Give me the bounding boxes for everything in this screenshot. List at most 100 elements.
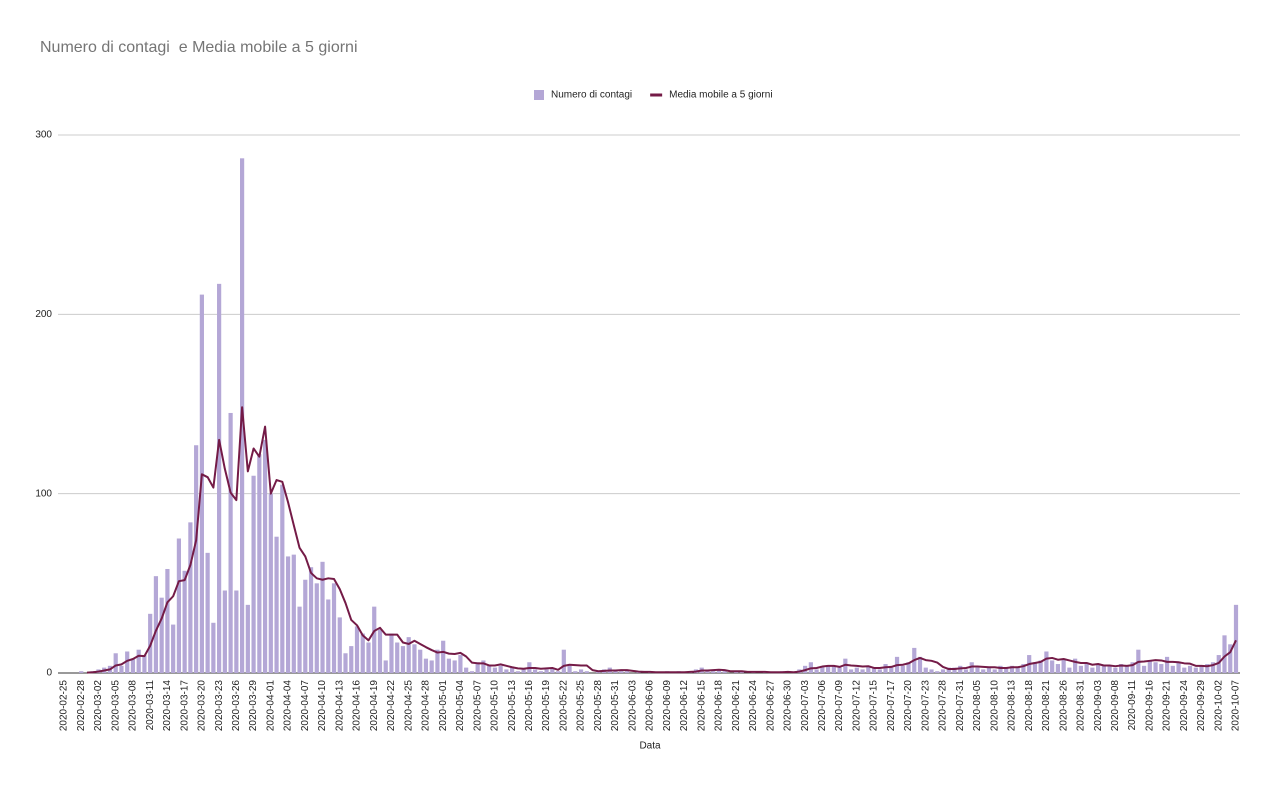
bar	[119, 665, 124, 673]
x-tick-label: 2020-03-02	[93, 680, 104, 732]
bar	[1153, 662, 1158, 673]
bar	[1147, 660, 1152, 673]
x-tick-label: 2020-09-24	[1179, 680, 1190, 732]
x-tick-label: 2020-02-25	[59, 680, 70, 732]
bar	[831, 665, 836, 673]
bar	[1124, 665, 1129, 673]
bar	[481, 660, 486, 673]
bar	[1038, 660, 1043, 673]
bar	[940, 669, 946, 673]
bar	[251, 475, 256, 673]
x-tick-label: 2020-04-25	[403, 680, 414, 732]
bar	[1061, 658, 1066, 673]
bar	[79, 671, 84, 673]
x-tick-label: 2020-05-07	[472, 680, 483, 732]
bar	[1159, 664, 1164, 673]
bar	[492, 667, 497, 673]
bar	[366, 642, 371, 673]
bar	[228, 412, 233, 673]
bar	[992, 669, 997, 673]
bar	[211, 622, 216, 673]
x-tick-label: 2020-05-13	[507, 680, 518, 732]
bar	[946, 667, 951, 673]
bar	[395, 642, 400, 673]
bar	[619, 671, 624, 673]
x-tick-label: 2020-07-06	[817, 680, 828, 732]
bar	[303, 579, 308, 673]
x-tick-label: 2020-05-31	[610, 680, 621, 732]
legend-marker	[534, 90, 544, 100]
x-tick-label: 2020-08-05	[972, 680, 983, 732]
bar	[285, 556, 291, 673]
x-tick-label: 2020-09-08	[1110, 680, 1121, 732]
bar	[573, 671, 578, 673]
bar	[475, 662, 480, 673]
x-tick-label: 2020-10-07	[1231, 680, 1242, 732]
x-tick-label: 2020-08-13	[1007, 680, 1018, 732]
bar	[1090, 667, 1095, 673]
x-tick-label: 2020-03-08	[128, 680, 139, 732]
bar	[326, 599, 331, 673]
bar	[1096, 664, 1101, 673]
bar	[1032, 662, 1038, 673]
bar	[958, 665, 963, 673]
bar	[262, 439, 268, 673]
bar	[337, 617, 342, 673]
bar	[1084, 664, 1089, 673]
bar	[372, 606, 377, 673]
y-tick-label: 0	[46, 668, 52, 679]
bar	[814, 669, 819, 673]
bar	[257, 454, 262, 673]
x-tick-label: 2020-07-15	[869, 680, 880, 732]
bar	[871, 667, 877, 673]
bar	[1222, 635, 1227, 673]
x-tick-label: 2020-03-29	[248, 680, 259, 732]
bar	[578, 669, 584, 673]
bar	[986, 667, 992, 673]
bar	[820, 665, 825, 673]
bar	[624, 671, 630, 673]
bar	[349, 646, 354, 673]
x-tick-label: 2020-04-04	[283, 680, 294, 732]
x-tick-label: 2020-09-29	[1196, 680, 1207, 732]
bar	[441, 640, 446, 673]
bar	[389, 633, 394, 673]
bar	[188, 522, 193, 673]
bar	[998, 665, 1003, 673]
bar	[165, 568, 170, 673]
x-tick-label: 2020-04-16	[352, 680, 363, 732]
bar	[1118, 664, 1124, 673]
bar	[504, 669, 509, 673]
bar	[1233, 604, 1239, 673]
bar	[722, 671, 727, 673]
x-tick-label: 2020-06-09	[662, 680, 673, 732]
x-tick-label: 2020-06-03	[627, 680, 638, 732]
x-tick-label: 2020-03-20	[197, 680, 208, 732]
moving-average-line	[86, 406, 1237, 674]
bar	[412, 644, 417, 673]
bar	[452, 660, 457, 673]
x-tick-label: 2020-07-23	[920, 680, 931, 732]
bar	[291, 554, 296, 673]
bar	[297, 606, 302, 673]
x-tick-label: 2020-05-25	[576, 680, 587, 732]
bar	[917, 656, 923, 673]
bar	[125, 651, 130, 673]
bar	[446, 658, 452, 673]
bar	[963, 669, 969, 673]
bar	[532, 669, 538, 673]
bar	[314, 583, 319, 673]
bar	[952, 667, 957, 673]
x-tick-label: 2020-06-15	[696, 680, 707, 732]
bar	[182, 570, 187, 673]
x-tick-label: 2020-05-19	[541, 680, 552, 732]
bar	[217, 283, 222, 673]
x-tick-label: 2020-08-31	[1076, 680, 1087, 732]
bar	[469, 671, 475, 673]
bar	[1044, 651, 1049, 673]
bar	[716, 669, 722, 673]
bar	[400, 646, 406, 673]
x-tick-label: 2020-07-03	[800, 680, 811, 732]
bar	[711, 671, 716, 673]
